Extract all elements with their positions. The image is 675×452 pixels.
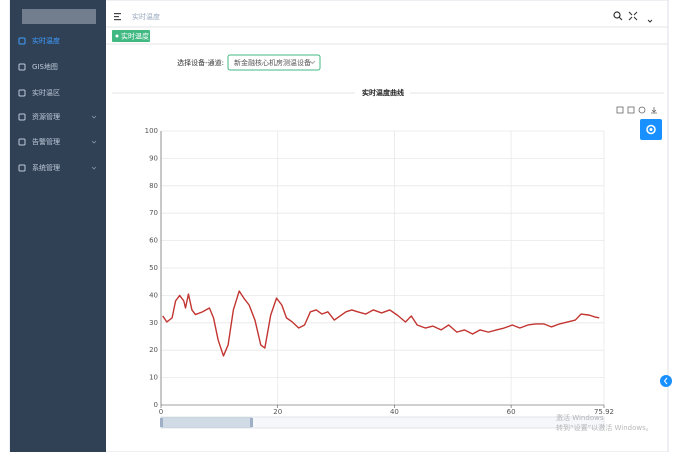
x-tick-label: 60	[507, 408, 516, 416]
y-tick-label: 20	[149, 346, 158, 354]
menu-icon	[18, 37, 26, 45]
x-tick-label: 40	[390, 408, 399, 416]
fullscreen-icon[interactable]	[628, 11, 638, 21]
watermark: 转到“设置”以激活 Windows。	[556, 423, 653, 432]
submenu-arrow	[91, 115, 97, 119]
user-dropdown[interactable]	[647, 19, 653, 23]
y-tick-label: 50	[149, 264, 158, 272]
data-zoom[interactable]	[160, 416, 605, 429]
menu-item[interactable]: 实时温区	[18, 88, 60, 97]
menu-icon	[18, 138, 26, 146]
tag-label: 实时温度	[121, 32, 149, 41]
y-tick-label: 90	[149, 154, 158, 162]
menu-label: 实时温区	[32, 88, 60, 97]
menu-label: 实时温度	[32, 36, 60, 45]
toolbox[interactable]	[616, 106, 657, 114]
device-select[interactable]: 新金融核心机房测温设备-	[227, 54, 321, 71]
menu-icon	[18, 63, 26, 71]
y-tick-label: 0	[154, 401, 158, 409]
settings-button[interactable]	[640, 119, 662, 140]
chart-title: 实时温度曲线	[362, 88, 404, 97]
filter-label: 选择设备-通道:	[177, 58, 224, 67]
x-tick-label: 0	[159, 408, 163, 416]
menu-icon	[18, 89, 26, 97]
menu-label: 资源管理	[32, 112, 60, 121]
window	[9, 0, 669, 452]
y-tick-label: 40	[149, 291, 158, 299]
select-value: 新金融核心机房测温设备-	[234, 58, 314, 67]
logo	[22, 9, 96, 24]
menu-item[interactable]: 资源管理	[18, 112, 97, 121]
y-tick-label: 70	[149, 209, 158, 217]
menu-item[interactable]: 系统管理	[18, 163, 97, 172]
menu-item[interactable]: GIS地图	[18, 62, 58, 71]
menu-item[interactable]: 告警管理	[18, 137, 97, 146]
menu-icon	[18, 164, 26, 172]
temperature-line	[162, 290, 600, 357]
y-tick-label: 100	[145, 127, 158, 135]
y-tick-label: 60	[149, 237, 158, 245]
menu-label: 系统管理	[32, 163, 60, 172]
menu-icon	[18, 113, 26, 121]
x-tick-label: 75.92	[594, 408, 614, 416]
search-icon[interactable]	[613, 11, 623, 21]
side-handle[interactable]	[660, 375, 672, 387]
menu-toggle[interactable]	[114, 13, 121, 21]
y-tick-label: 80	[149, 182, 158, 190]
y-tick-label: 30	[149, 319, 158, 327]
submenu-arrow	[91, 166, 97, 170]
tag[interactable]: 实时温度	[112, 30, 150, 42]
submenu-arrow	[91, 140, 97, 144]
sidebar	[10, 0, 106, 452]
menu-label: 告警管理	[32, 137, 60, 146]
menu-label: GIS地图	[32, 62, 58, 71]
menu-item[interactable]: 实时温度	[18, 36, 60, 45]
chart: 0 10 20 30 40 50 60 70 80 90 100 0 20 40 60 75.92	[145, 127, 614, 416]
breadcrumb: 实时温度	[132, 12, 160, 21]
x-tick-label: 20	[273, 408, 282, 416]
watermark: 激活 Windows	[556, 413, 604, 422]
y-tick-label: 10	[149, 374, 158, 382]
